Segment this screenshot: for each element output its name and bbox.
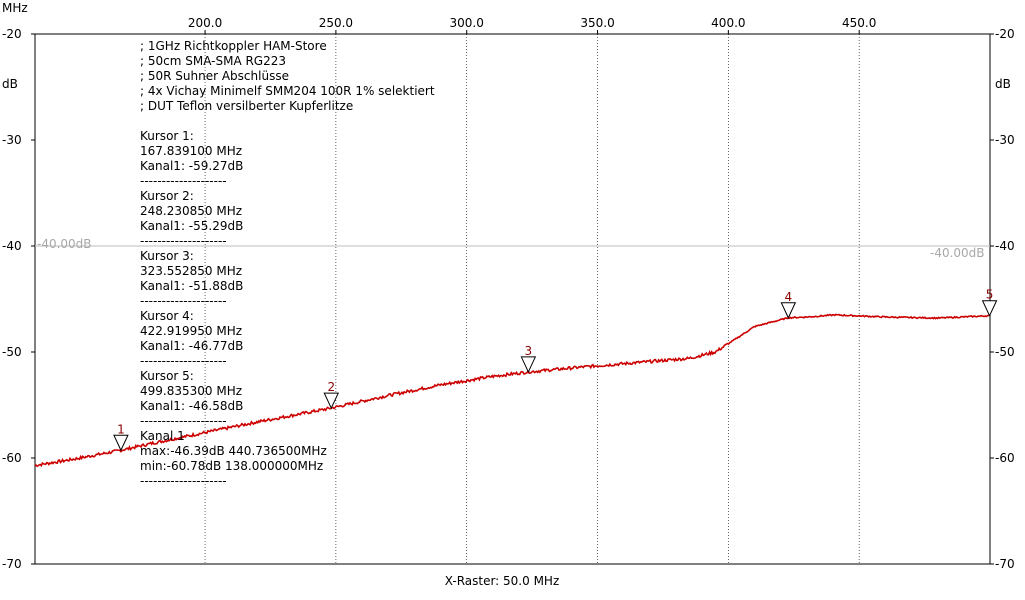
- y-tick-label-left: -20: [2, 27, 22, 41]
- series-trace-kanal1: [34, 313, 990, 468]
- y-tick-label-left: -30: [2, 133, 22, 147]
- y-unit-right: dB: [995, 77, 1011, 91]
- y-unit-left: dB: [2, 77, 18, 91]
- annotation-line: ; 4x Vichay Minimelf SMM204 100R 1% sele…: [140, 84, 435, 98]
- x-tick-label: 300.0: [450, 16, 484, 30]
- plot-frame: [34, 33, 991, 565]
- cursor-marker-1: [113, 434, 129, 452]
- annotation-line: --------------------: [140, 294, 227, 308]
- annotation-line: Kanal1: -59.27dB: [140, 159, 243, 173]
- cursor-marker-2: [323, 392, 340, 410]
- y-tick-label-right: -70: [995, 557, 1015, 571]
- cursor-marker-4: [780, 302, 797, 319]
- annotation-line: --------------------: [140, 234, 227, 248]
- y-tick-label-right: -40: [995, 239, 1015, 253]
- annotation-line: Kursor 1:: [140, 129, 194, 143]
- annotation-line: ; 1GHz Richtkoppler HAM-Store: [140, 39, 327, 53]
- cursor-marker-label: 3: [525, 344, 533, 358]
- cursor-marker-label: 4: [785, 290, 793, 304]
- y-tick-label-right: -60: [995, 451, 1015, 465]
- reference-label-left: -40.00dB: [37, 237, 92, 251]
- annotation-line: --------------------: [140, 414, 227, 428]
- annotation-line: Kanal1: -46.58dB: [140, 399, 243, 413]
- x-tick-label: 400.0: [711, 16, 745, 30]
- cursor-markers: 1 2 3 4 5: [113, 288, 998, 452]
- annotation-line: min:-60.78dB 138.000000MHz: [140, 459, 323, 473]
- y-tick-label-left: -60: [2, 451, 22, 465]
- annotation-line: Kursor 3:: [140, 249, 194, 263]
- annotation-line: ; DUT Teflon versilberter Kupferlitze: [140, 99, 353, 113]
- y-tick-label-left: -70: [2, 557, 22, 571]
- annotation-line: 422.919950 MHz: [140, 324, 242, 338]
- y-tick-label-left: -50: [2, 345, 22, 359]
- x-axis-ticks: 200.0 250.0 300.0 350.0 400.0 450.0: [188, 16, 876, 34]
- annotation-line: Kanal1: -51.88dB: [140, 279, 243, 293]
- annotation-line: 248.230850 MHz: [140, 204, 242, 218]
- annotation-line: 167.839100 MHz: [140, 144, 242, 158]
- reference-level: -40.00dB -40.00dB: [35, 237, 990, 260]
- cursor-marker-5: [981, 300, 998, 317]
- annotation-line: max:-46.39dB 440.736500MHz: [140, 444, 327, 458]
- annotation-line: Kanal1: -46.77dB: [140, 339, 243, 353]
- x-tick-label: 250.0: [319, 16, 353, 30]
- cursor-marker-label: 2: [327, 380, 335, 394]
- reference-label-right: -40.00dB: [930, 246, 985, 260]
- annotation-line: --------------------: [140, 474, 227, 488]
- y-tick-label-right: -20: [995, 27, 1015, 41]
- annotation-line: Kursor 5:: [140, 369, 194, 383]
- annotation-line: Kursor 2:: [140, 189, 194, 203]
- annotation-line: ; 50cm SMA-SMA RG223: [140, 54, 286, 68]
- y-tick-label-left: -40: [2, 239, 22, 253]
- vertical-grid: [204, 34, 860, 564]
- y-tick-label-right: -30: [995, 133, 1015, 147]
- annotation-line: 499.835300 MHz: [140, 384, 242, 398]
- x-tick-label: 350.0: [580, 16, 614, 30]
- y-axis-ticks: -20 -20 -30 -30 -40 -40 -50 -50 -60 -60 -70 -70: [2, 27, 1015, 571]
- annotation-line: ; 50R Suhner Abschlüsse: [140, 69, 289, 83]
- annotation-line: --------------------: [140, 354, 227, 368]
- cursor-marker-label: 5: [986, 288, 994, 302]
- annotation-line: Kanal 1: [140, 429, 185, 443]
- annotation-line: 323.552850 MHz: [140, 264, 242, 278]
- x-axis-label: X-Raster: 50.0 MHz: [445, 574, 560, 588]
- y-tick-label-right: -50: [995, 345, 1015, 359]
- x-tick-label: 450.0: [842, 16, 876, 30]
- x-unit-label: MHz: [2, 1, 28, 15]
- x-tick-label: 200.0: [188, 16, 222, 30]
- annotation-line: --------------------: [140, 174, 227, 188]
- cursor-marker-3: [520, 356, 537, 374]
- annotation-line: Kursor 4:: [140, 309, 194, 323]
- annotation-line: Kanal1: -55.29dB: [140, 219, 243, 233]
- cursor-marker-label: 1: [117, 422, 125, 436]
- annotation-block: ; 1GHz Richtkoppler HAM-Store; 50cm SMA-…: [140, 39, 435, 488]
